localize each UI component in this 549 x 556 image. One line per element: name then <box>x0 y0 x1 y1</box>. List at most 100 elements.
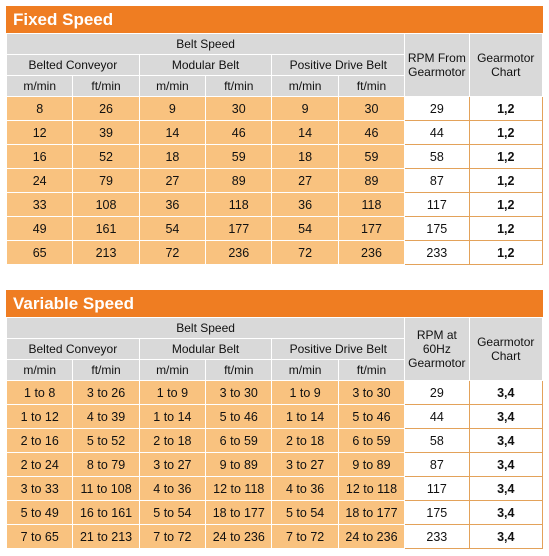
speed-cell: 18 <box>138 144 207 169</box>
header-row: Belt Speed RPM at 60Hz Gearmotor Gearmotor… <box>5 317 544 381</box>
table-row: 7 to 65 21 to 213 7 to 72 24 to 236 7 to 72 2… <box>5 524 544 549</box>
speed-cell: 9 <box>271 96 339 121</box>
rpm-cell: 44 <box>404 404 470 429</box>
rpm-cell: 87 <box>404 168 470 193</box>
speed-cell: 5 to 54 <box>138 500 207 525</box>
unit-header: ft/min <box>72 359 140 381</box>
speed-cell: 65 <box>5 240 74 265</box>
speed-cell: 236 <box>337 240 406 265</box>
speed-cell: 118 <box>205 192 273 217</box>
speed-cell: 5 to 46 <box>337 404 406 429</box>
speed-cell: 27 <box>271 168 339 193</box>
gearmotor-chart-cell: 1,2 <box>468 120 544 145</box>
speed-cell: 18 to 177 <box>205 500 273 525</box>
unit-header: ft/min <box>337 359 406 381</box>
speed-cell: 2 to 18 <box>271 428 339 453</box>
rpm-cell: 29 <box>404 96 470 121</box>
speed-cell: 14 <box>271 120 339 145</box>
rpm-cell: 44 <box>404 120 470 145</box>
speed-cell: 54 <box>271 216 339 241</box>
speed-cell: 7 to 72 <box>271 524 339 549</box>
speed-cell: 9 to 89 <box>337 452 406 477</box>
variable-speed-section: Variable Speed Belt Speed RPM at 60Hz Gea… <box>5 290 544 549</box>
speed-cell: 8 to 79 <box>72 452 140 477</box>
speed-cell: 36 <box>138 192 207 217</box>
speed-cell: 3 to 33 <box>5 476 74 501</box>
table-row: 65 213 72 236 72 236 233 1,2 <box>5 240 544 265</box>
belt-speed-header: Belt Speed <box>5 33 406 55</box>
speed-table: Belt Speed RPM at 60Hz Gearmotor Gearmotor… <box>5 317 544 549</box>
unit-header: m/min <box>271 359 339 381</box>
gearmotor-chart-cell: 1,2 <box>468 144 544 169</box>
unit-header: m/min <box>5 359 74 381</box>
table-row: 2 to 16 5 to 52 2 to 18 6 to 59 2 to 18 6 to … <box>5 428 544 453</box>
rpm-cell: 233 <box>404 524 470 549</box>
speed-cell: 1 to 14 <box>138 404 207 429</box>
speed-cell: 36 <box>271 192 339 217</box>
unit-header: m/min <box>5 75 74 97</box>
speed-cell: 30 <box>205 96 273 121</box>
speed-cell: 16 <box>5 144 74 169</box>
speed-cell: 5 to 46 <box>205 404 273 429</box>
rpm-cell: 117 <box>404 192 470 217</box>
speed-cell: 18 to 177 <box>337 500 406 525</box>
speed-cell: 24 to 236 <box>205 524 273 549</box>
speed-cell: 14 <box>138 120 207 145</box>
table-row: 24 79 27 89 27 89 87 1,2 <box>5 168 544 193</box>
speed-cell: 49 <box>5 216 74 241</box>
header-row: Belt Speed RPM From Gearmotor Gearmotor Ch… <box>5 33 544 97</box>
rpm-cell: 175 <box>404 216 470 241</box>
table-row: 8 26 9 30 9 30 29 1,2 <box>5 96 544 121</box>
rpm-cell: 58 <box>404 144 470 169</box>
speed-cell: 1 to 8 <box>5 380 74 405</box>
gearmotor-chart-header: Gearmotor Chart <box>468 33 544 97</box>
speed-cell: 236 <box>205 240 273 265</box>
speed-cell: 108 <box>72 192 140 217</box>
speed-cell: 5 to 54 <box>271 500 339 525</box>
speed-cell: 4 to 39 <box>72 404 140 429</box>
speed-cell: 89 <box>205 168 273 193</box>
speed-cell: 21 to 213 <box>72 524 140 549</box>
group-row: Belted Conveyor Modular Belt Positive Driv… <box>6 54 543 76</box>
rpm-cell: 58 <box>404 428 470 453</box>
gearmotor-chart-cell: 3,4 <box>468 500 544 525</box>
table-row: 1 to 12 4 to 39 1 to 14 5 to 46 1 to 14 5 to … <box>5 404 544 429</box>
speed-cell: 11 to 108 <box>72 476 140 501</box>
unit-header: m/min <box>138 75 207 97</box>
table-row: 12 39 14 46 14 46 44 1,2 <box>5 120 544 145</box>
rpm-cell: 175 <box>404 500 470 525</box>
speed-cell: 1 to 14 <box>271 404 339 429</box>
speed-cell: 52 <box>72 144 140 169</box>
table-row: 2 to 24 8 to 79 3 to 27 9 to 89 3 to 27 9 to … <box>5 452 544 477</box>
speed-cell: 7 to 65 <box>5 524 74 549</box>
group-header: Belted Conveyor <box>6 338 140 360</box>
rpm-cell: 233 <box>404 240 470 265</box>
speed-cell: 2 to 16 <box>5 428 74 453</box>
speed-cell: 24 to 236 <box>337 524 406 549</box>
speed-cell: 4 to 36 <box>138 476 207 501</box>
speed-cell: 18 <box>271 144 339 169</box>
speed-cell: 16 to 161 <box>72 500 140 525</box>
rpm-cell: 29 <box>404 380 470 405</box>
table-row: 16 52 18 59 18 59 58 1,2 <box>5 144 544 169</box>
speed-cell: 5 to 52 <box>72 428 140 453</box>
speed-cell: 12 to 118 <box>205 476 273 501</box>
speed-cell: 54 <box>138 216 207 241</box>
gearmotor-chart-cell: 1,2 <box>468 168 544 193</box>
rpm-cell: 87 <box>404 452 470 477</box>
gearmotor-chart-cell: 3,4 <box>468 452 544 477</box>
unit-header: ft/min <box>205 359 273 381</box>
table-row: 49 161 54 177 54 177 175 1,2 <box>5 216 544 241</box>
speed-cell: 5 to 49 <box>5 500 74 525</box>
gearmotor-chart-cell: 3,4 <box>468 524 544 549</box>
speed-cell: 3 to 27 <box>138 452 207 477</box>
speed-cell: 39 <box>72 120 140 145</box>
section-title: Variable Speed <box>6 290 543 317</box>
gearmotor-chart-cell: 1,2 <box>468 240 544 265</box>
group-header: Positive Drive Belt <box>271 338 406 360</box>
group-header: Modular Belt <box>138 338 273 360</box>
speed-cell: 9 to 89 <box>205 452 273 477</box>
speed-cell: 72 <box>271 240 339 265</box>
speed-cell: 3 to 30 <box>205 380 273 405</box>
